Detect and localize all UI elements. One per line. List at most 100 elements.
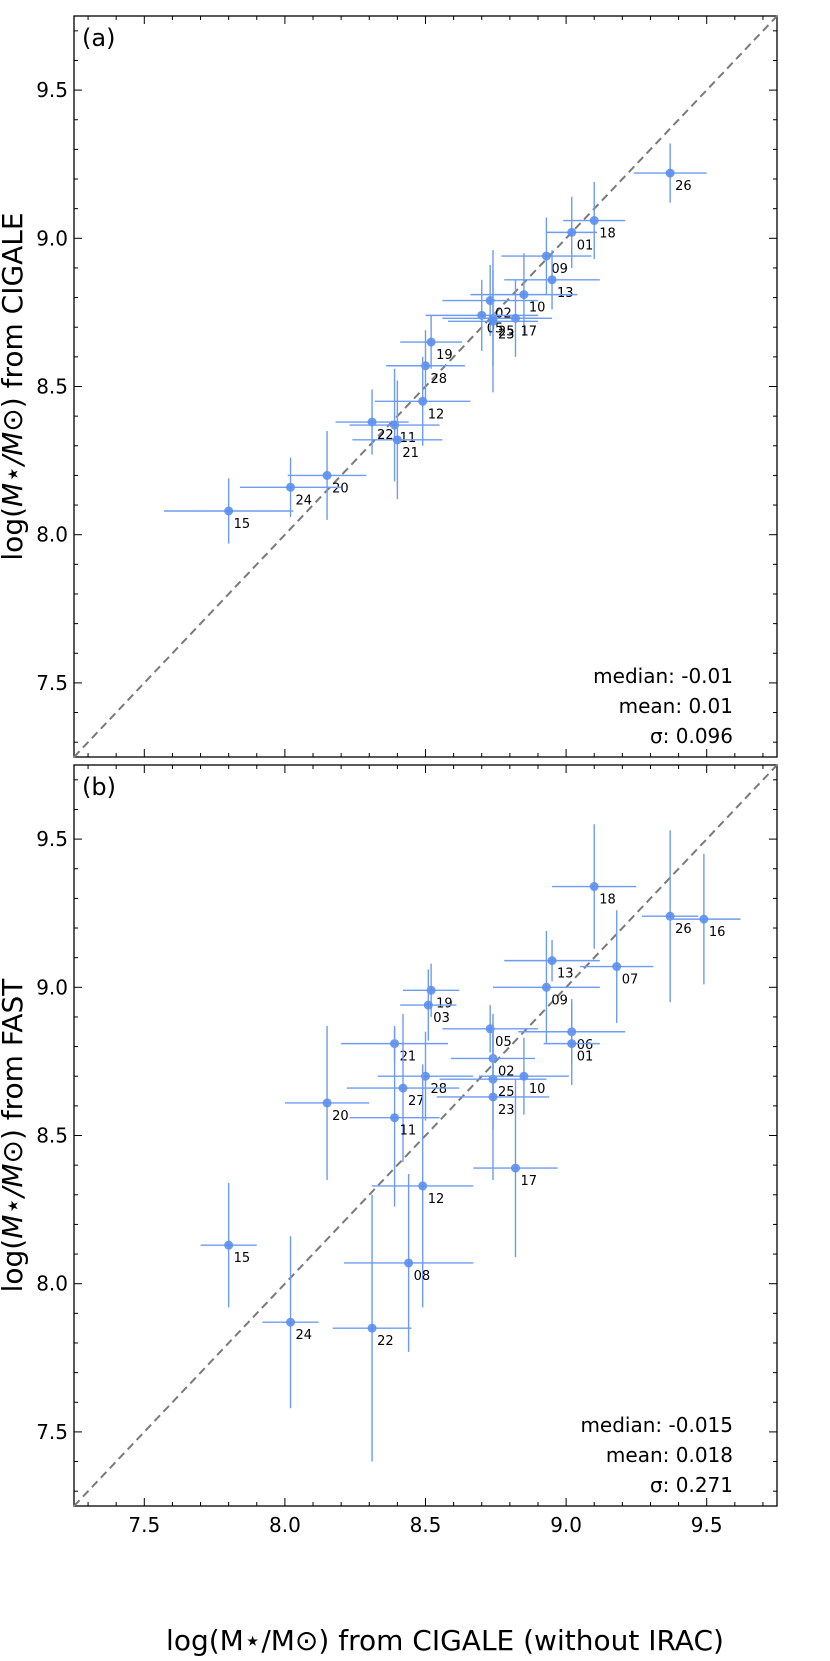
scatter-marker (567, 227, 577, 237)
data-point-18: 18 (563, 181, 626, 260)
x-tick-label: 7.5 (128, 1513, 160, 1537)
data-point-15: 15 (163, 478, 294, 544)
scatter-marker (510, 1163, 520, 1173)
panel-b: 7.5 8.0 8.5 9.0 9.5 7.5 8.0 8.5 9.0 9.5 log(M⋆/M⊙)… (0, 764, 778, 1537)
y-axis-label-suffix: ) from CIGALE (0, 212, 29, 408)
data-point-03: 03 (400, 969, 457, 1041)
data-point-16: 16 (667, 853, 741, 985)
point-label: 11 (400, 431, 417, 446)
y-tick-label: 9.0 (36, 975, 68, 999)
scatter-marker (224, 506, 234, 516)
point-label: 06 (577, 1038, 594, 1053)
data-point-05: 05 (425, 279, 538, 351)
one-to-one-line (73, 764, 778, 1507)
point-label: 10 (529, 301, 546, 316)
data-point-18: 18 (552, 824, 637, 949)
y-tick-label: 9.5 (36, 78, 68, 102)
data-point-19: 19 (400, 315, 463, 369)
x-tick-label: 8.0 (269, 1513, 301, 1537)
scatter-marker (367, 1323, 377, 1333)
data-point-20: 20 (287, 430, 367, 520)
y-axis-label-prefix: log( (0, 1239, 29, 1293)
data-point-10: 10 (478, 1037, 569, 1115)
point-label: 23 (498, 1103, 515, 1118)
scatter-marker (426, 337, 436, 347)
scatter-marker (488, 316, 498, 326)
data-point-09: 09 (501, 217, 592, 295)
x-tick-label: 9.0 (550, 1513, 582, 1537)
point-label: 28 (431, 1082, 448, 1097)
scatter-marker (322, 1098, 332, 1108)
data-point-13: 13 (504, 250, 600, 310)
data-point-20: 20 (284, 1025, 370, 1180)
data-point-01: 01 (546, 196, 598, 268)
point-label: 01 (577, 1050, 594, 1065)
scatter-marker (665, 911, 675, 921)
data-point-27: 27 (346, 1013, 460, 1163)
data-point-22: 22 (332, 1194, 412, 1462)
scatter-marker (224, 1240, 234, 1250)
panel-a: 7.5 8.0 8.5 9.0 9.5 log(M⋆/M⊙) from CIGALE (a)… (0, 15, 778, 758)
point-label: 09 (551, 262, 568, 277)
y-axis-label-prefix: log( (0, 507, 29, 561)
data-point-28: 28 (377, 1031, 474, 1121)
point-label: 26 (675, 922, 692, 937)
panel-label: (a) (82, 24, 115, 52)
data-point-17: 17 (473, 1079, 558, 1258)
point-label: 03 (433, 1011, 450, 1026)
point-label: 25 (498, 324, 515, 339)
scatter-marker (589, 216, 599, 226)
data-point-13: 13 (504, 939, 600, 982)
point-label: 19 (436, 996, 453, 1011)
point-label: 11 (400, 1124, 417, 1139)
point-label: 22 (377, 428, 394, 443)
y-tick-label: 9.0 (36, 226, 68, 250)
data-point-26: 26 (633, 143, 707, 203)
y-tick-label: 7.5 (36, 1420, 68, 1444)
point-label: 10 (529, 1082, 546, 1097)
point-label: 09 (551, 993, 568, 1008)
stat-line: median: -0.015 (580, 1413, 733, 1437)
point-label: 21 (400, 1050, 417, 1065)
point-label: 05 (495, 1035, 512, 1050)
stat-line: mean: 0.018 (606, 1443, 733, 1467)
y-axis-label-math: M⋆/M⊙ (0, 1140, 29, 1239)
scatter-marker (367, 417, 377, 427)
point-label: 25 (498, 1085, 515, 1100)
scatter-marker (398, 1083, 408, 1093)
point-label: 26 (675, 179, 692, 194)
point-label: 02 (495, 307, 512, 322)
scatter-marker (699, 914, 709, 924)
data-point-07: 07 (580, 910, 654, 1023)
point-label: 07 (622, 973, 639, 988)
data-point-09: 09 (492, 930, 600, 1044)
point-label: 18 (599, 893, 616, 908)
scatter-marker (322, 470, 332, 480)
point-label: 18 (599, 227, 616, 242)
point-label: 19 (436, 348, 453, 363)
scatter-marker (665, 168, 675, 178)
data-point-11: 11 (349, 368, 440, 482)
scatter-marker (510, 313, 520, 323)
point-label: 28 (431, 372, 448, 387)
point-label: 21 (402, 446, 419, 461)
scatter-marker (519, 1071, 529, 1081)
point-label: 17 (520, 1174, 537, 1189)
x-tick-label: 9.5 (691, 1513, 723, 1537)
data-point-12: 12 (372, 1064, 474, 1308)
point-label: 12 (428, 407, 445, 422)
panel-label: (b) (82, 773, 116, 801)
scatter-marker (612, 962, 622, 972)
scatter-marker (392, 435, 402, 445)
stat-line: mean: 0.01 (619, 694, 733, 718)
data-point-10: 10 (470, 253, 578, 337)
x-tick-label: 8.5 (410, 1513, 442, 1537)
point-label: 23 (498, 327, 515, 342)
stat-line: σ: 0.096 (650, 724, 733, 748)
y-axis-label: log(M⋆/M⊙) from CIGALE (0, 212, 29, 560)
scatter-marker (589, 882, 599, 892)
point-label: 02 (498, 1064, 515, 1079)
y-tick-label: 8.5 (36, 375, 68, 399)
point-label: 12 (428, 1192, 445, 1207)
